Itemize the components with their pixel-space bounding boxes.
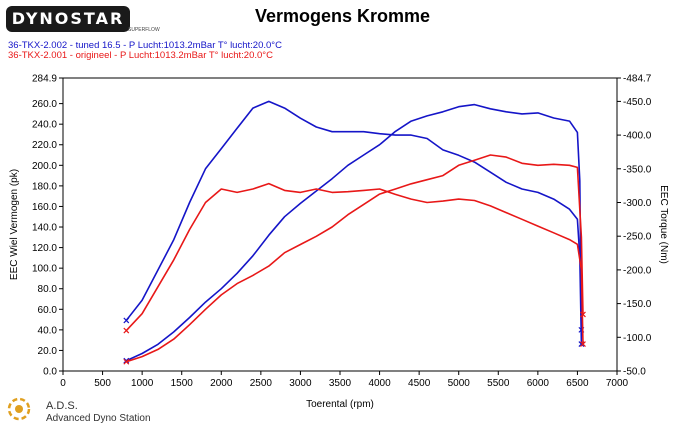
x-tick-label: 5500 — [487, 378, 510, 389]
y2-tick-label: -50.0 — [623, 367, 646, 378]
y-tick-label: 0.0 — [43, 367, 57, 378]
chart-title: Vermogens Kromme — [254, 6, 431, 26]
x-tick-label: 5000 — [448, 378, 471, 389]
series-line-torque — [125, 100, 583, 345]
y-tick-label: 220.0 — [32, 140, 57, 151]
y-tick-label: 140.0 — [32, 223, 57, 234]
y-tick-label: 20.0 — [38, 346, 58, 357]
series-marker — [123, 317, 130, 324]
series-line-torque — [125, 182, 584, 345]
x-tick-label: 1500 — [171, 378, 194, 389]
x-tick-label: 7000 — [606, 378, 629, 389]
series-marker — [580, 341, 586, 347]
y-tick-label: 80.0 — [38, 284, 58, 295]
y2-tick-label: -400.0 — [623, 131, 652, 142]
y-tick-label: 260.0 — [32, 99, 57, 110]
y-tick-label: 60.0 — [38, 305, 58, 316]
x-tick-label: 6000 — [527, 378, 550, 389]
y2-tick-label: -300.0 — [623, 198, 652, 209]
y-tick-label: 100.0 — [32, 264, 57, 275]
y2-tick-label: -350.0 — [623, 164, 652, 175]
y2-tick-label: -484.7 — [623, 74, 652, 85]
x-tick-label: 0 — [60, 378, 66, 389]
x-tick-label: 1000 — [131, 378, 154, 389]
y-tick-label: 160.0 — [32, 202, 57, 213]
y-tick-label: 40.0 — [38, 325, 58, 336]
y2-tick-label: -150.0 — [623, 299, 652, 310]
ads-logo-icon — [6, 396, 32, 422]
y2-axis-label: EEC Torque (Nm) — [658, 185, 669, 264]
series-marker — [123, 358, 130, 365]
y-tick-label: 284.9 — [32, 74, 57, 85]
y2-tick-label: -450.0 — [623, 97, 652, 108]
y-tick-label: 120.0 — [32, 243, 57, 254]
series-lines — [123, 100, 586, 365]
x-tick-label: 4000 — [368, 378, 391, 389]
legend-entry-tuned: 36-TKX-2.002 - tuned 16.5 - P Lucht:1013… — [8, 40, 282, 51]
ads-title: A.D.S. — [46, 400, 78, 412]
y2-tick-label: -200.0 — [623, 265, 652, 276]
x-tick-label: 6500 — [566, 378, 589, 389]
series-line-power — [125, 103, 583, 362]
x-tick-label: 2000 — [210, 378, 233, 389]
axes — [59, 77, 621, 375]
x-tick-label: 3500 — [329, 378, 352, 389]
x-tick-label: 2500 — [250, 378, 273, 389]
x-tick-label: 3000 — [289, 378, 312, 389]
axis-labels: 0 500 1000 1500 2000 2500 3000 3500 4000 4500 5000… — [9, 74, 669, 411]
y2-tick-label: -250.0 — [623, 232, 652, 243]
y2-tick-label: -100.0 — [623, 333, 652, 344]
legend-entry-origineel: 36-TKX-2.001 - origineel - P Lucht:1013.… — [8, 50, 273, 61]
y-tick-label: 180.0 — [32, 181, 57, 192]
x-tick-label: 500 — [94, 378, 111, 389]
logo-subtext: SUPERFLOW — [128, 27, 160, 33]
y-tick-label: 240.0 — [32, 120, 57, 131]
x-tick-label: 4500 — [408, 378, 431, 389]
series-marker — [123, 357, 130, 364]
y-tick-label: 200.0 — [32, 161, 57, 172]
series-marker — [123, 327, 130, 334]
series-line-power — [126, 154, 584, 363]
ads-subtitle: Advanced Dyno Station — [46, 413, 151, 424]
y-axis-label: EEC Wiel Vermogen (pk) — [9, 169, 20, 280]
x-axis-label: Toerental (rpm) — [306, 399, 374, 410]
dynostar-logo: DYNOSTAR — [6, 6, 130, 32]
